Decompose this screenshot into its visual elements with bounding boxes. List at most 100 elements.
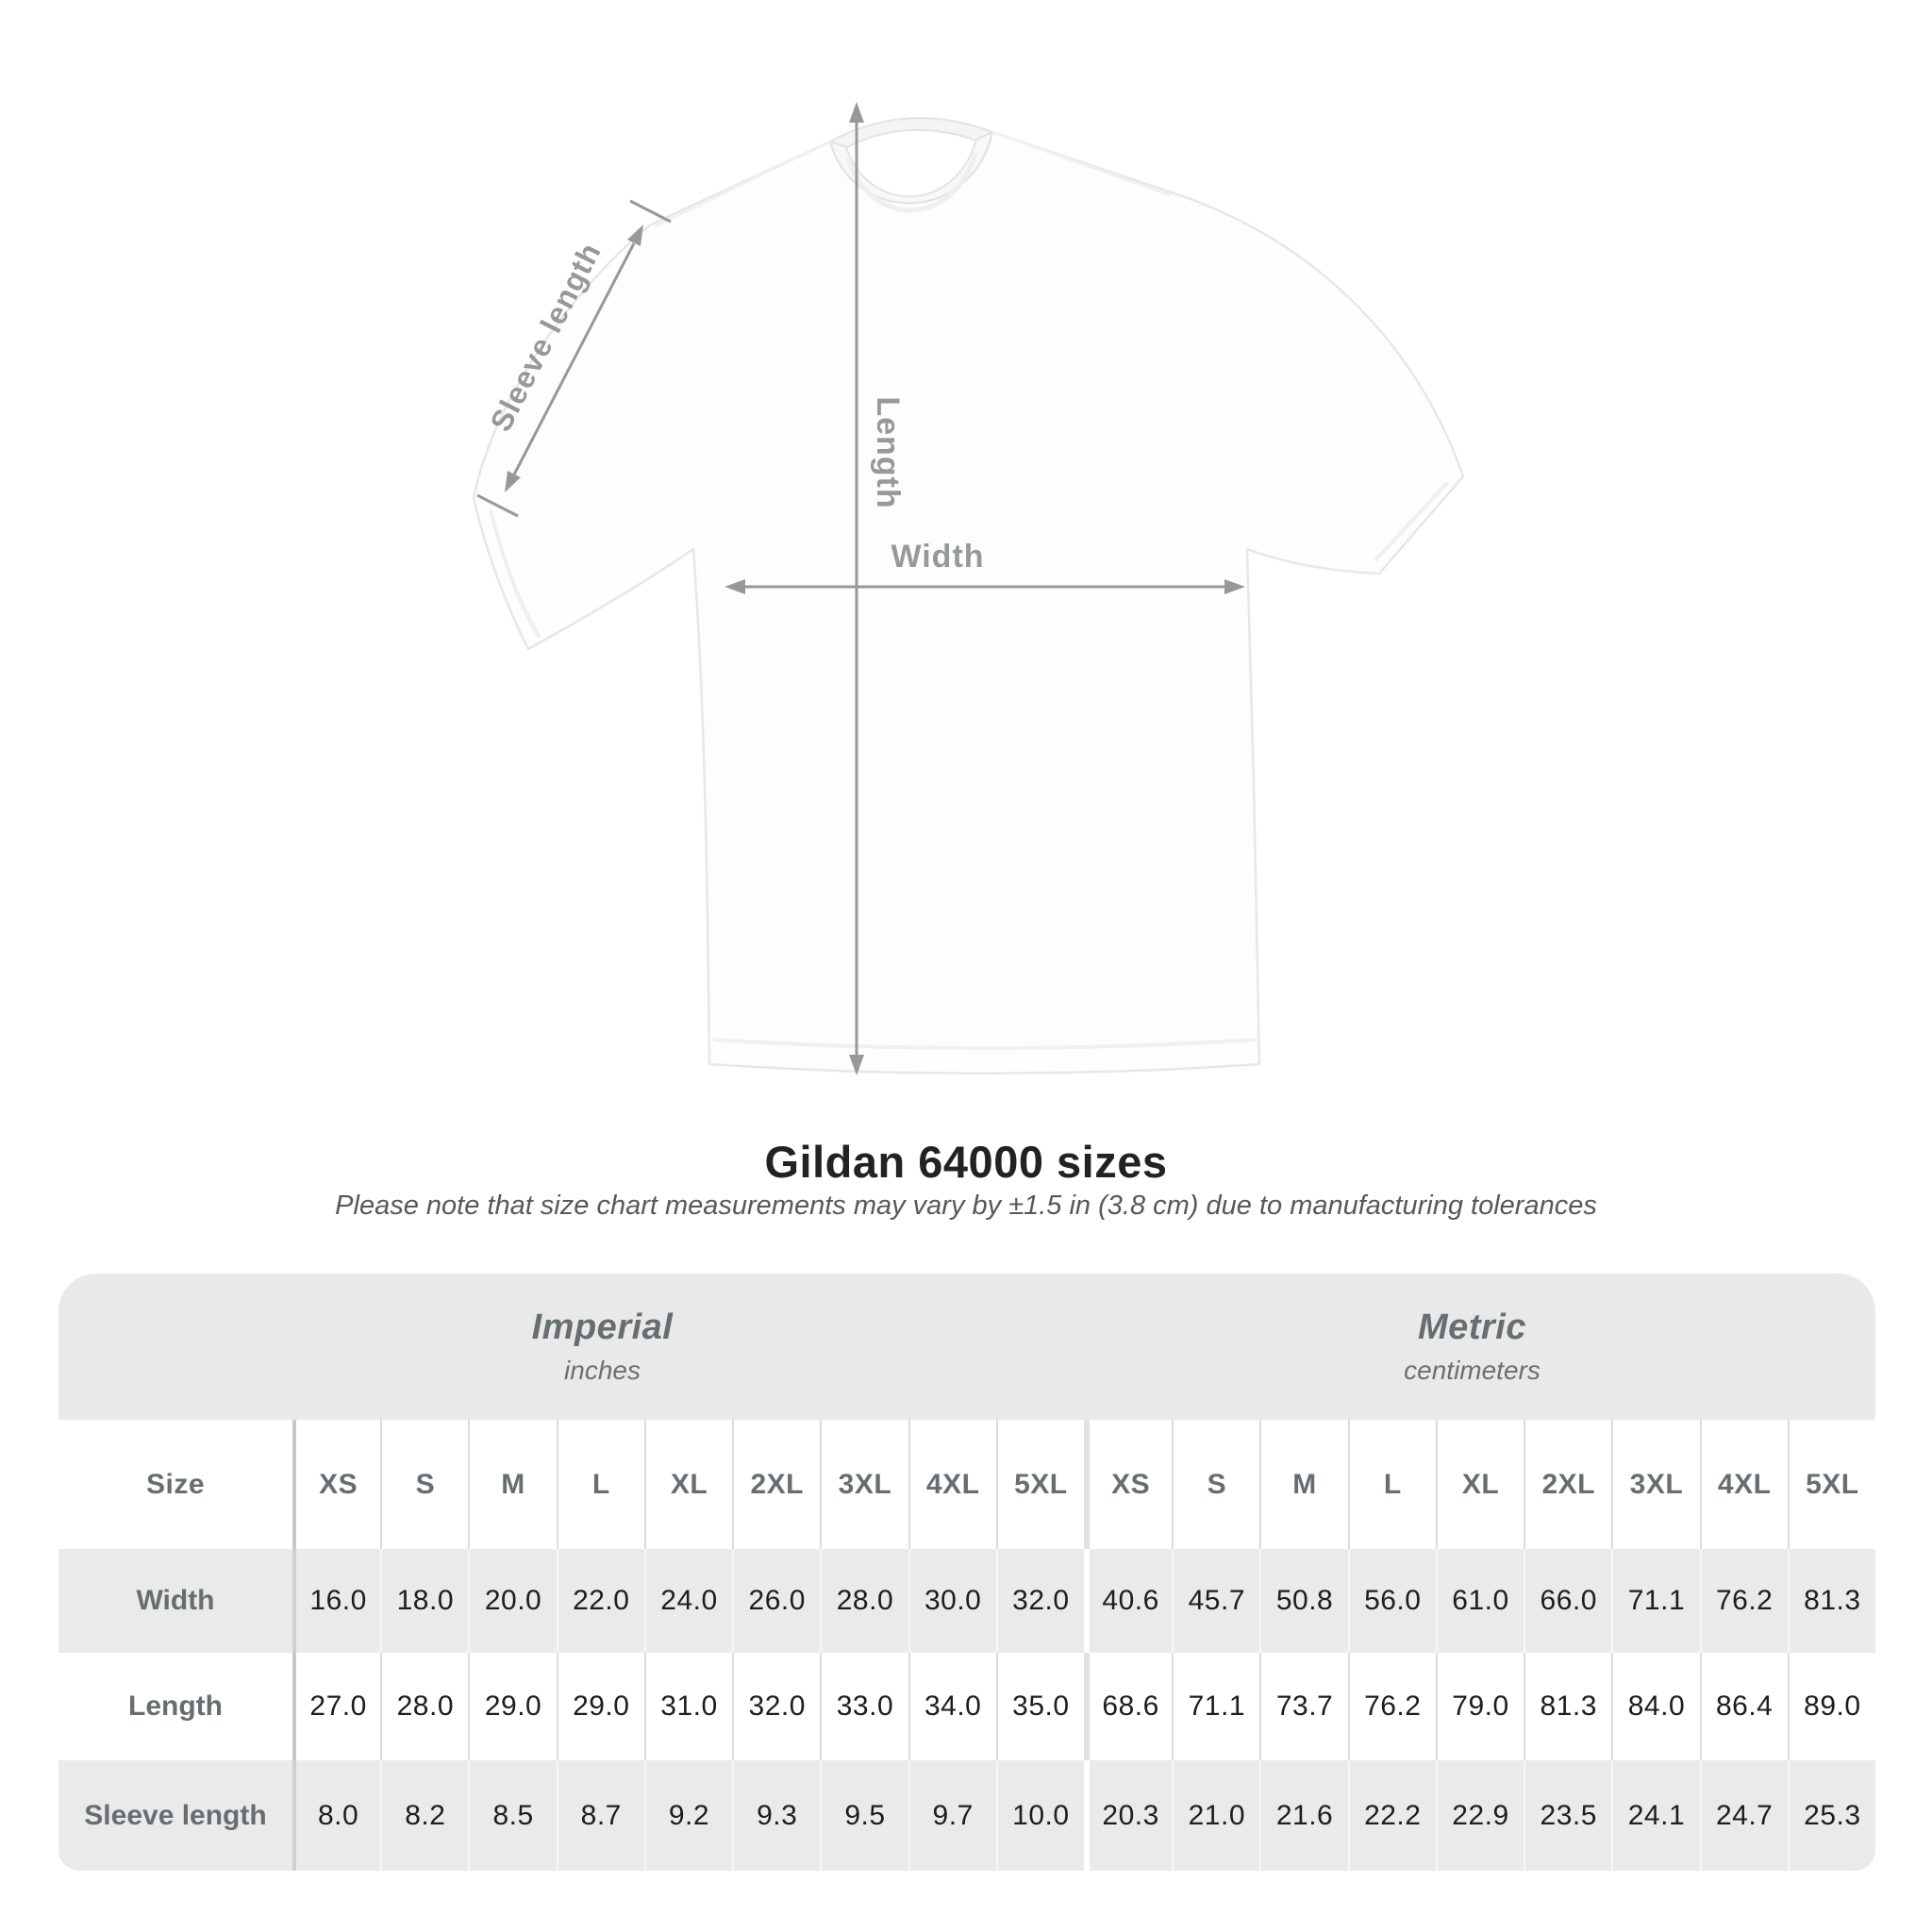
imperial-value: 32.0 <box>995 1549 1084 1653</box>
length-arrow <box>849 102 864 1075</box>
size-col-header-imperial: L <box>556 1420 644 1549</box>
metric-value: 68.6 <box>1083 1653 1172 1760</box>
size-col-header-metric: S <box>1172 1420 1259 1549</box>
imperial-value: 9.7 <box>908 1760 996 1871</box>
imperial-value: 9.3 <box>732 1760 821 1871</box>
row-label: Sleeve length <box>58 1760 292 1871</box>
size-col-header-imperial: XL <box>643 1420 732 1549</box>
imperial-value: 31.0 <box>643 1653 732 1760</box>
imperial-value: 9.5 <box>820 1760 908 1871</box>
tshirt-hem-stitch <box>712 1038 1257 1050</box>
size-grid: Size XS S M L XL 2XL 3XL 4XL 5XL XS S M L XL 2XL 3XL 4XL 5… <box>58 1420 1875 1871</box>
metric-value: 23.5 <box>1524 1760 1612 1871</box>
tshirt-collar-shadow <box>845 152 978 213</box>
width-label: Width <box>891 539 984 575</box>
imperial-header-group: Imperial inches <box>90 1274 1115 1420</box>
size-col-header-imperial: S <box>380 1420 468 1549</box>
size-col-header-metric: 4XL <box>1699 1420 1788 1549</box>
metric-value: 89.0 <box>1787 1653 1875 1760</box>
size-col-header-imperial: M <box>468 1420 556 1549</box>
size-corner-header: Size <box>145 1468 206 1500</box>
tshirt-body <box>472 130 1465 1074</box>
metric-value: 40.6 <box>1083 1549 1173 1653</box>
imperial-value: 8.2 <box>380 1760 469 1871</box>
tshirt-back-collar <box>827 117 995 151</box>
tshirt-left-shoulder-seam <box>654 140 831 228</box>
metric-value: 22.9 <box>1435 1760 1524 1871</box>
tshirt-left-cuff-stitch <box>489 508 541 640</box>
unit-header-band: Imperial inches Metric centimeters <box>58 1274 1875 1420</box>
metric-header-group: Metric centimeters <box>1076 1274 1868 1420</box>
size-col-header-imperial: 2XL <box>732 1420 820 1549</box>
size-col-header-imperial: XS <box>292 1420 380 1549</box>
imperial-value: 35.0 <box>995 1653 1084 1760</box>
size-col-header-metric: M <box>1259 1420 1347 1549</box>
metric-value: 56.0 <box>1347 1549 1436 1653</box>
imperial-value: 8.5 <box>468 1760 557 1871</box>
size-col-header-metric: 2XL <box>1524 1420 1611 1549</box>
size-col-header-imperial: 5XL <box>995 1420 1084 1549</box>
size-col-header-metric: XL <box>1435 1420 1524 1549</box>
imperial-value: 10.0 <box>995 1760 1084 1871</box>
page-title: Gildan 64000 sizes <box>764 1137 1168 1187</box>
imperial-value: 8.0 <box>292 1760 381 1871</box>
imperial-value: 8.7 <box>556 1760 644 1871</box>
metric-value: 45.7 <box>1172 1549 1260 1653</box>
imperial-value: 28.0 <box>820 1549 908 1653</box>
sleeve-length-arrow <box>476 199 672 518</box>
row-label: Length <box>128 1690 223 1722</box>
measurement-annotations <box>476 102 1245 1075</box>
metric-value: 21.0 <box>1172 1760 1260 1871</box>
metric-value: 84.0 <box>1611 1653 1699 1760</box>
imperial-value: 26.0 <box>732 1549 821 1653</box>
size-col-header-imperial: 3XL <box>820 1420 908 1549</box>
page-subtitle: Please note that size chart measurements… <box>335 1191 1597 1221</box>
metric-value: 81.3 <box>1787 1549 1875 1653</box>
imperial-value: 29.0 <box>468 1653 556 1760</box>
metric-value: 66.0 <box>1524 1549 1612 1653</box>
metric-value: 76.2 <box>1347 1653 1436 1760</box>
metric-value: 76.2 <box>1699 1549 1788 1653</box>
size-table: Imperial inches Metric centimeters Size X… <box>58 1274 1875 1871</box>
imperial-value: 34.0 <box>908 1653 996 1760</box>
metric-value: 21.6 <box>1259 1760 1348 1871</box>
size-col-header-metric: 5XL <box>1787 1420 1875 1549</box>
metric-value: 73.7 <box>1259 1653 1347 1760</box>
imperial-value: 32.0 <box>732 1653 820 1760</box>
imperial-value: 29.0 <box>556 1653 644 1760</box>
metric-value: 61.0 <box>1435 1549 1524 1653</box>
imperial-value: 22.0 <box>556 1549 644 1653</box>
metric-value: 71.1 <box>1172 1653 1259 1760</box>
metric-value: 24.7 <box>1699 1760 1788 1871</box>
size-col-header-metric: L <box>1347 1420 1436 1549</box>
imperial-value: 20.0 <box>468 1549 557 1653</box>
metric-value: 24.1 <box>1611 1760 1700 1871</box>
row-label: Width <box>58 1549 292 1653</box>
metric-value: 81.3 <box>1524 1653 1611 1760</box>
metric-value: 86.4 <box>1699 1653 1788 1760</box>
imperial-value: 16.0 <box>292 1549 381 1653</box>
imperial-value: 9.2 <box>643 1760 733 1871</box>
imperial-header: Imperial <box>531 1307 674 1347</box>
metric-value: 79.0 <box>1435 1653 1524 1760</box>
imperial-unit-label: inches <box>564 1356 641 1385</box>
metric-value: 25.3 <box>1787 1760 1875 1871</box>
size-col-header-imperial: 4XL <box>908 1420 996 1549</box>
imperial-value: 27.0 <box>292 1653 380 1760</box>
tshirt-right-cuff-stitch <box>1374 481 1449 562</box>
imperial-value: 30.0 <box>908 1549 996 1653</box>
metric-value: 22.2 <box>1347 1760 1436 1871</box>
metric-unit-label: centimeters <box>1404 1356 1541 1385</box>
imperial-value: 24.0 <box>643 1549 733 1653</box>
metric-value: 71.1 <box>1611 1549 1700 1653</box>
imperial-value: 18.0 <box>380 1549 469 1653</box>
length-label: Length <box>870 396 906 508</box>
metric-value: 20.3 <box>1083 1760 1173 1871</box>
imperial-value: 33.0 <box>820 1653 908 1760</box>
size-col-header-metric: XS <box>1083 1420 1172 1549</box>
width-arrow <box>724 579 1245 594</box>
size-col-header-metric: 3XL <box>1611 1420 1699 1549</box>
metric-header: Metric <box>1418 1307 1526 1347</box>
tshirt-right-shoulder-seam <box>991 130 1172 197</box>
